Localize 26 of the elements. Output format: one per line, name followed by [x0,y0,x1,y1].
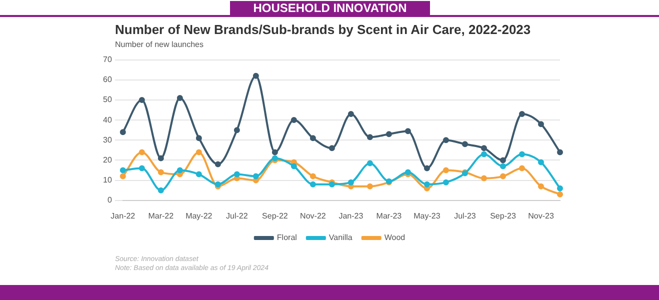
legend-label: Wood [384,233,406,242]
x-tick-label: Jan-22 [110,211,136,220]
chart-title: Number of New Brands/Sub-brands by Scent in Air Care, 2022-2023 [115,22,531,37]
x-tick-label: Nov-22 [300,211,326,220]
x-tick-label: Jul-22 [226,211,248,220]
y-tick-label: 40 [102,115,112,124]
legend-label: Vanilla [328,233,353,242]
x-tick-label: May-23 [414,211,441,220]
y-tick-label: 0 [107,196,112,205]
x-tick-label: Mar-23 [376,211,402,220]
y-tick-label: 30 [102,135,112,144]
y-tick-label: 50 [102,95,112,104]
x-tick-label: Mar-22 [148,211,174,220]
y-tick-label: 70 [102,55,112,64]
y-axis-title: Number of new launches [115,40,204,49]
x-tick-label: May-22 [186,211,213,220]
x-tick-label: Sep-22 [262,211,288,220]
y-tick-label: 60 [102,75,112,84]
x-tick-label: Nov-23 [528,211,554,220]
legend-label: Floral [276,233,298,242]
x-tick-label: Sep-23 [490,211,516,220]
y-tick-label: 10 [102,176,112,185]
y-tick-label: 20 [102,155,112,164]
x-tick-label: Jan-23 [338,211,364,220]
text: HOUSEHOLD INNOVATION [230,1,430,16]
x-tick-label: Jul-23 [454,211,476,220]
